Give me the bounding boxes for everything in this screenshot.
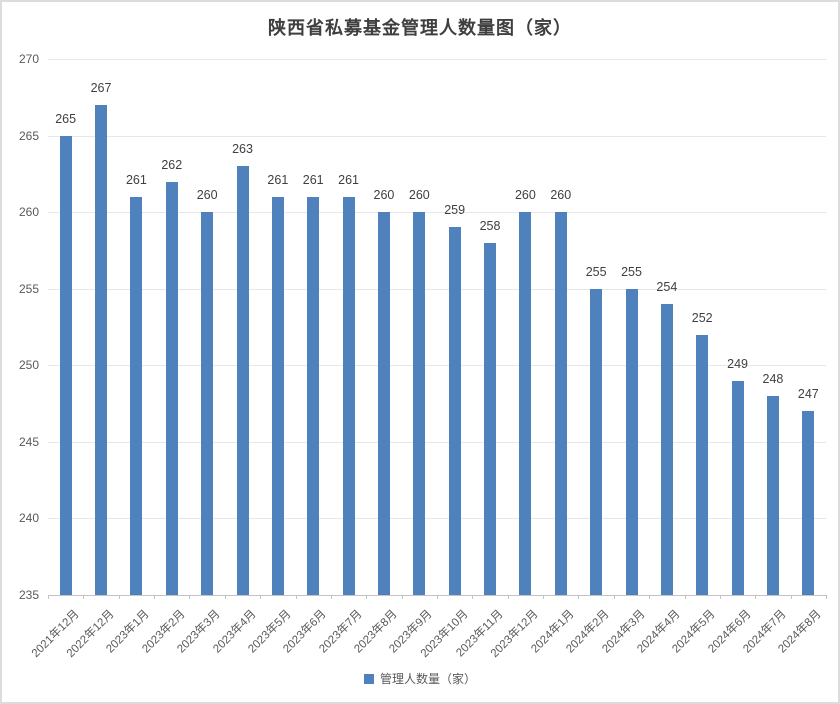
legend-series-swatch — [363, 673, 374, 684]
x-axis-tick — [154, 595, 156, 599]
gridline — [48, 288, 826, 290]
bar-value-label: 262 — [161, 157, 183, 172]
x-axis-tick — [684, 595, 686, 599]
bar-value-label: 260 — [373, 188, 395, 203]
x-axis-tick — [826, 595, 827, 599]
bar-value-label: 255 — [621, 264, 642, 279]
bar-value-label: 260 — [408, 188, 430, 203]
bar-value-label: 263 — [232, 142, 253, 157]
x-axis-tick — [507, 595, 509, 599]
bar-value-label: 265 — [55, 111, 77, 126]
bar-2024年6月 — [731, 380, 744, 595]
y-axis-tick-label: 270 — [18, 52, 39, 66]
x-axis-tick — [48, 595, 49, 599]
bar-2022年12月 — [95, 104, 108, 595]
bar-2023年8月 — [377, 212, 390, 595]
bar-2023年9月 — [413, 212, 426, 595]
x-axis-tick — [224, 595, 226, 599]
x-axis-tick — [437, 595, 438, 599]
bar-value-label: 261 — [338, 172, 359, 187]
bar-2023年4月 — [236, 166, 249, 595]
bar-2023年11月 — [484, 242, 497, 595]
bar-2023年10月 — [448, 227, 461, 595]
y-axis-tick-label: 265 — [18, 128, 39, 143]
bar-2023年2月 — [165, 181, 178, 595]
x-axis-tick — [330, 595, 332, 599]
bar-2023年1月 — [130, 196, 143, 595]
x-axis-tick — [543, 595, 545, 599]
x-axis-tick — [790, 595, 792, 599]
bar-value-label: 267 — [90, 80, 112, 95]
bar-2024年7月 — [766, 395, 779, 595]
x-axis-tick — [118, 595, 120, 599]
x-axis-tick — [260, 595, 262, 599]
bar-value-label: 259 — [444, 203, 466, 218]
legend-series-label: 管理人数量（家） — [379, 672, 476, 686]
bar-value-label: 254 — [656, 280, 678, 295]
bar-2024年4月 — [660, 304, 673, 595]
bar-2023年3月 — [201, 212, 214, 595]
bar-2024年3月 — [625, 288, 638, 595]
bar-value-label: 261 — [125, 172, 147, 187]
bar-2024年2月 — [590, 288, 603, 595]
gridline — [48, 135, 826, 137]
bar-value-label: 247 — [797, 387, 819, 402]
y-axis-tick-label: 250 — [18, 358, 39, 373]
gridline — [48, 518, 826, 520]
x-axis-tick — [649, 595, 651, 599]
gridline — [48, 365, 826, 367]
bar-2023年5月 — [271, 196, 284, 595]
bar-value-label: 261 — [267, 172, 289, 187]
y-axis-tick-label: 255 — [18, 281, 39, 296]
bar-value-label: 258 — [479, 218, 501, 233]
bar-value-label: 261 — [302, 172, 324, 187]
y-axis-tick-label: 240 — [18, 511, 39, 526]
bar-2024年8月 — [802, 411, 815, 595]
x-axis-tick — [613, 595, 615, 599]
y-axis-tick-label: 260 — [18, 205, 39, 220]
y-axis-tick-label: 235 — [18, 588, 39, 602]
bar-2023年7月 — [342, 196, 355, 595]
gridline — [48, 212, 826, 214]
x-axis-tick — [366, 595, 368, 599]
legend: 管理人数量（家） — [2, 670, 838, 687]
bar-value-label: 260 — [196, 188, 218, 203]
x-axis-tick — [755, 595, 757, 599]
bar-value-label: 248 — [762, 371, 784, 386]
x-axis-tick — [401, 595, 403, 599]
bar-value-label: 260 — [514, 188, 536, 203]
y-axis-tick-label: 245 — [18, 434, 39, 449]
gridline — [48, 441, 826, 443]
bar-2023年12月 — [519, 212, 532, 595]
x-axis-tick — [295, 595, 297, 599]
bar-value-label: 255 — [585, 264, 607, 279]
chart-title: 陕西省私募基金管理人数量图（家） — [268, 18, 572, 39]
bar-value-label: 249 — [727, 356, 748, 371]
bar-2023年6月 — [307, 196, 320, 595]
x-axis-tick — [578, 595, 580, 599]
bar-2021年12月 — [59, 135, 72, 595]
x-axis-tick — [189, 595, 191, 599]
bar-value-label: 252 — [691, 310, 713, 325]
x-axis-tick — [472, 595, 474, 599]
x-axis-tick — [719, 595, 721, 599]
bar-2024年5月 — [696, 334, 709, 595]
bar-value-label: 260 — [550, 188, 572, 203]
x-axis-tick — [83, 595, 85, 599]
bar-2024年1月 — [554, 212, 567, 595]
gridline — [48, 59, 826, 60]
